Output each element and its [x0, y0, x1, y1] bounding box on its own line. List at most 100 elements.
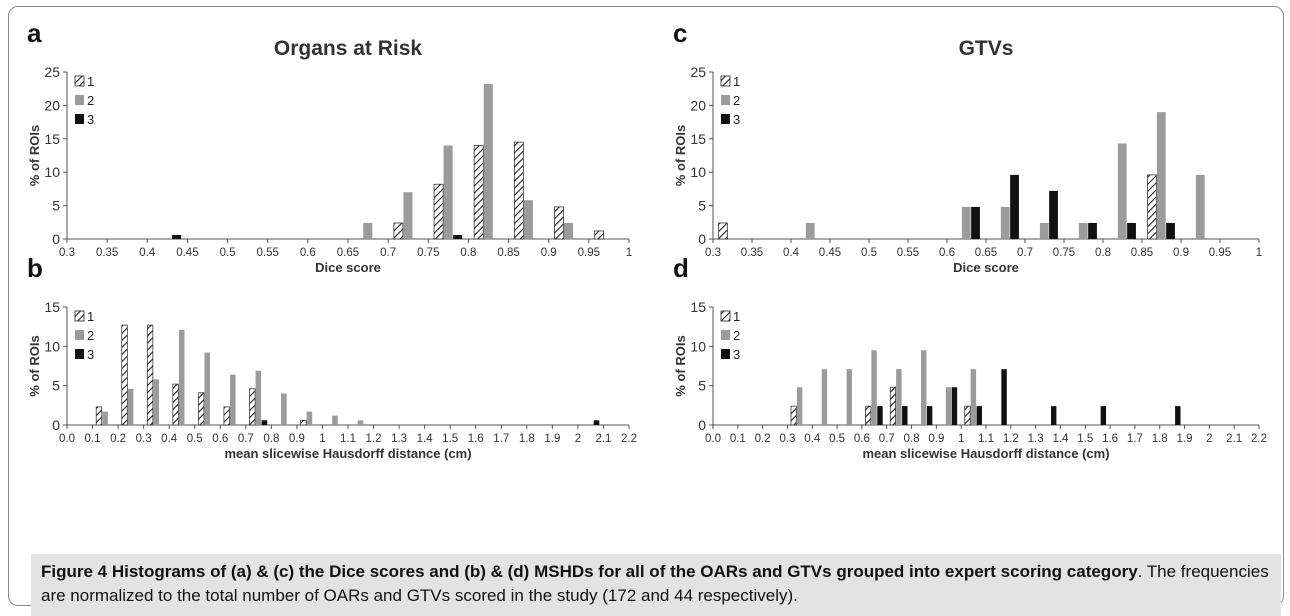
bar-series-3: [1001, 369, 1007, 425]
bar-series-1: [594, 230, 605, 240]
chart-b: b 0 5 10 15 0.0 0.1 0.2 0.3 0.4 0.5 0.6 0.7 0.8 0.9 1 1.…: [27, 253, 637, 461]
x-tick-label: 2: [575, 433, 581, 445]
figure-frame: a Organs at Risk 0 5 10 15 20 25 0.3 0.35 0.4 0.45 0…: [8, 6, 1284, 616]
legend-swatch: [721, 114, 730, 124]
bar-series-3: [902, 406, 908, 425]
x-tick-label: 2.1: [1226, 433, 1242, 445]
bar-series-1: [95, 406, 103, 426]
y-tick-label: 15: [44, 299, 60, 315]
x-tick-label: 1.9: [1177, 433, 1193, 445]
y-tick-label: 15: [44, 131, 60, 147]
x-tick-label: 1: [958, 433, 964, 445]
x-tick-label: 0.9: [289, 433, 305, 445]
legend-label: 2: [87, 93, 94, 108]
y-tick-label: 5: [698, 198, 706, 214]
x-tick-label: 0.8: [460, 247, 476, 259]
x-tick-label: 1.3: [1028, 433, 1044, 445]
bar-series-2: [1117, 143, 1127, 239]
bar-series-2: [357, 420, 364, 425]
x-tick-label: 0.3: [59, 247, 75, 259]
bar-series-2: [332, 415, 338, 425]
bar-series-2: [443, 145, 453, 239]
x-tick-label: 0.95: [578, 247, 600, 259]
y-tick-label: 10: [690, 164, 706, 180]
bar-series-2: [796, 387, 803, 425]
x-tick-label: 0.8: [1095, 247, 1111, 259]
legend-swatch: [74, 75, 85, 87]
caption-body: . The frequencies are normalized to the …: [41, 562, 1269, 605]
x-tick-label: 1.7: [493, 433, 509, 445]
x-tick-label: 0.9: [541, 247, 557, 259]
legend-swatch: [721, 95, 730, 105]
legend-swatch: [720, 75, 731, 87]
x-tick-label: 1.4: [417, 433, 434, 445]
bar-series-2: [363, 222, 373, 239]
x-tick-label: 0.7: [380, 247, 396, 259]
bar-series-3: [1166, 222, 1175, 239]
y-tick-label: 15: [690, 131, 706, 147]
x-tick-label: 2: [1206, 433, 1212, 445]
x-tick-label: 1.7: [1127, 433, 1143, 445]
bar-series-3: [261, 420, 268, 425]
bar-series-3: [1051, 406, 1057, 425]
bar-series-3: [1127, 222, 1136, 239]
y-tick-label: 5: [52, 198, 60, 214]
y-tick-label: 0: [698, 231, 706, 247]
legend-swatch: [75, 330, 84, 340]
bar-series-2: [970, 369, 977, 425]
legend-swatch: [74, 310, 85, 322]
x-tick-label: 1.1: [978, 433, 994, 445]
bar-series-2: [896, 369, 902, 425]
y-tick-label: 5: [698, 378, 706, 394]
x-axis-label: mean slicewise Hausdorff distance (cm): [224, 446, 471, 461]
x-tick-label: 1.2: [366, 433, 382, 445]
bar-series-2: [153, 379, 159, 425]
x-tick-label: 2.2: [1251, 433, 1267, 445]
bar-series-3: [1010, 174, 1019, 239]
x-tick-label: 0.65: [337, 247, 359, 259]
bar-series-3: [926, 406, 933, 425]
y-axis-label: % of ROIs: [27, 125, 42, 186]
legend-label: 3: [87, 112, 94, 127]
bar-series-1: [249, 388, 256, 426]
x-tick-label: 1.9: [544, 433, 560, 445]
legend-label: 3: [733, 112, 740, 127]
bar-series-1: [393, 222, 404, 240]
x-tick-label: 1.8: [1152, 433, 1168, 445]
bar-series-3: [1049, 190, 1058, 239]
x-tick-label: 1: [626, 247, 632, 259]
y-tick-label: 0: [698, 417, 706, 433]
y-tick-label: 0: [52, 231, 60, 247]
x-tick-label: 0.4: [139, 247, 156, 259]
x-tick-label: 0.4: [161, 433, 178, 445]
panel-letter: d: [673, 253, 689, 283]
bar-series-1: [790, 405, 797, 426]
x-tick-label: 2.1: [595, 433, 611, 445]
bar-series-2: [523, 200, 533, 239]
bar-series-2: [483, 84, 493, 240]
x-tick-label: 0.8: [904, 433, 920, 445]
figure-caption: Figure 4 Histograms of (a) & (c) the Dic…: [31, 554, 1281, 616]
legend-swatch: [75, 349, 84, 359]
x-tick-label: 0.2: [755, 433, 771, 445]
bar-series-3: [453, 234, 463, 239]
x-tick-label: 0.65: [975, 247, 997, 259]
y-tick-label: 20: [44, 97, 60, 113]
chart-title: GTVs: [959, 37, 1014, 60]
y-axis-label: % of ROIs: [673, 125, 688, 186]
legend-label: 2: [733, 93, 740, 108]
bar-series-2: [178, 329, 185, 425]
x-tick-label: 0.6: [300, 247, 316, 259]
caption-title: Figure 4 Histograms of (a) & (c) the Dic…: [41, 562, 1138, 581]
bar-series-2: [871, 350, 877, 425]
x-tick-label: 1.8: [519, 433, 535, 445]
bar-series-2: [306, 411, 313, 425]
legend-swatch: [721, 349, 730, 359]
x-tick-label: 0.3: [705, 247, 721, 259]
bar-series-2: [1000, 206, 1010, 239]
x-tick-label: 0.3: [136, 433, 152, 445]
bar-series-2: [204, 352, 211, 425]
bar-series-1: [121, 324, 128, 426]
x-tick-label: 0.1: [730, 433, 746, 445]
